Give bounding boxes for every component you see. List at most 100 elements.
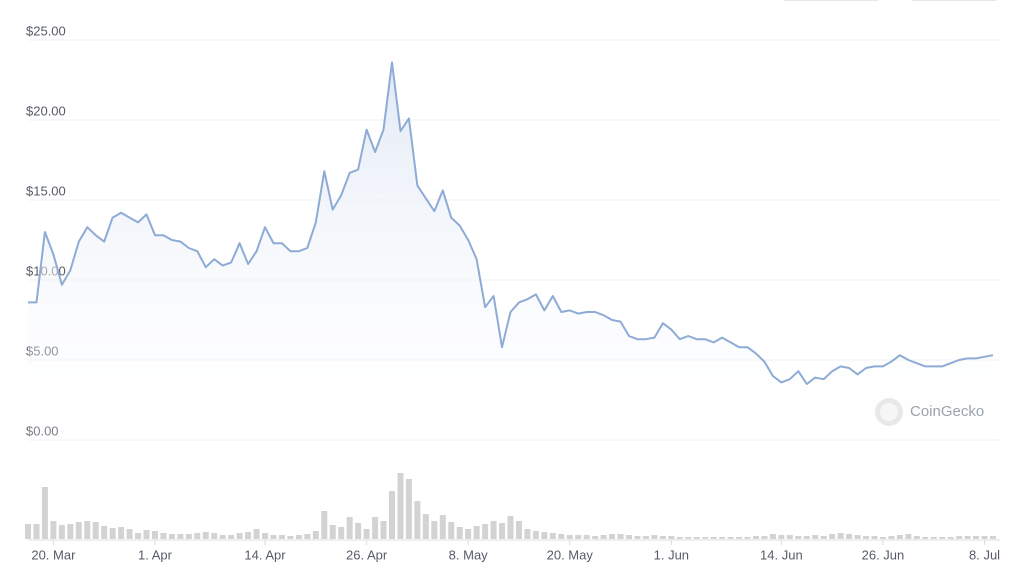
- volume-bar: [863, 536, 870, 539]
- volume-bar: [719, 537, 726, 539]
- volume-bar: [583, 535, 590, 539]
- volume-bar: [219, 535, 226, 539]
- volume-bar: [930, 537, 937, 539]
- volume-bar: [888, 536, 895, 539]
- volume-bar: [956, 536, 963, 539]
- volume-bar: [58, 525, 65, 539]
- volume-bar: [854, 535, 861, 539]
- volume-bar: [778, 535, 785, 539]
- volume-bar: [905, 534, 912, 539]
- volume-bar: [405, 479, 412, 539]
- volume-bar: [541, 532, 548, 539]
- area: [28, 62, 993, 441]
- volume-bar: [795, 536, 802, 539]
- volume-bar: [338, 527, 345, 539]
- x-tick-label: 20. May: [547, 547, 594, 562]
- volume-bar: [558, 534, 565, 539]
- volume-bar: [685, 537, 692, 539]
- watermark: CoinGecko: [875, 398, 984, 426]
- volume-bar: [896, 535, 903, 539]
- volume-bar: [245, 532, 252, 539]
- volume-bar: [380, 521, 387, 539]
- volume-bar: [964, 536, 971, 539]
- volume-bar: [973, 536, 980, 539]
- volume-bar: [532, 531, 539, 539]
- volume-bar: [829, 534, 836, 539]
- volume-bar: [549, 533, 556, 539]
- volume-bar: [465, 529, 472, 539]
- volume-bar: [820, 536, 827, 539]
- volume-bar: [67, 524, 74, 539]
- volume-bar: [668, 536, 675, 539]
- volume-bar: [769, 534, 776, 539]
- x-tick-label: 1. Apr: [138, 547, 173, 562]
- volume-bar: [448, 522, 455, 539]
- volume-bar: [981, 536, 988, 539]
- volume-bar: [287, 536, 294, 539]
- x-tick-label: 8. May: [449, 547, 489, 562]
- volume-bar: [236, 533, 243, 539]
- volume-bar: [253, 529, 260, 539]
- volume-bar: [372, 517, 379, 539]
- volume-bar: [566, 535, 573, 539]
- volume-bar: [651, 535, 658, 539]
- volume-bar: [947, 537, 954, 539]
- volume-bar: [846, 534, 853, 539]
- volume-bar: [92, 522, 99, 539]
- volume-bar: [507, 516, 514, 539]
- volume-bar: [837, 533, 844, 539]
- volume-bar: [41, 487, 48, 539]
- volume-bar: [414, 501, 421, 539]
- volume-bar: [922, 537, 929, 539]
- volume-bar: [879, 537, 886, 539]
- volume-bar: [278, 535, 285, 539]
- volume-bar: [490, 521, 497, 539]
- volume-bar: [211, 533, 218, 539]
- volume-bar: [786, 535, 793, 539]
- volume-bar: [84, 521, 91, 539]
- volume-bar: [388, 491, 395, 539]
- volume-bar: [659, 536, 666, 539]
- volume-bar: [736, 537, 743, 539]
- volume-bar: [439, 515, 446, 539]
- volume-bar: [456, 527, 463, 539]
- x-tick-label: 14. Jun: [760, 547, 803, 562]
- volume-bar: [499, 523, 506, 539]
- x-tick-label: 14. Apr: [244, 547, 286, 562]
- volume-bar: [939, 537, 946, 539]
- volume-bar: [803, 536, 810, 539]
- volume-bar: [25, 524, 31, 539]
- volume-bar: [752, 536, 759, 539]
- volume-bar: [642, 536, 649, 539]
- volume-bar: [262, 533, 269, 539]
- volume-bar: [515, 521, 522, 539]
- volume-bar: [33, 524, 40, 539]
- volume-bar: [482, 524, 489, 539]
- volume-bar: [143, 530, 150, 539]
- volume-bar: [524, 529, 531, 539]
- volume-bar: [990, 536, 996, 539]
- volume-bar: [185, 534, 192, 539]
- volume-bar: [321, 511, 328, 539]
- volume-bar: [812, 535, 819, 539]
- volume-bar: [473, 526, 480, 539]
- volume-bar: [329, 525, 336, 539]
- volume-bar: [75, 522, 82, 539]
- volume-bar: [194, 533, 201, 539]
- volume-bar: [397, 473, 404, 539]
- volume-bar: [609, 534, 616, 539]
- volume-bar: [693, 537, 700, 539]
- y-tick-label: $25.00: [26, 23, 66, 38]
- volume-bar: [363, 529, 370, 539]
- volume-bar: [626, 535, 633, 539]
- volume-bar: [727, 537, 734, 539]
- volume-bar: [312, 531, 319, 539]
- volume-bar: [575, 535, 582, 539]
- volume-bar: [422, 514, 429, 539]
- volume-bar: [600, 535, 607, 539]
- volume-bar: [295, 535, 302, 539]
- x-tick-label: 26. Jun: [862, 547, 905, 562]
- volume-bar: [168, 534, 175, 539]
